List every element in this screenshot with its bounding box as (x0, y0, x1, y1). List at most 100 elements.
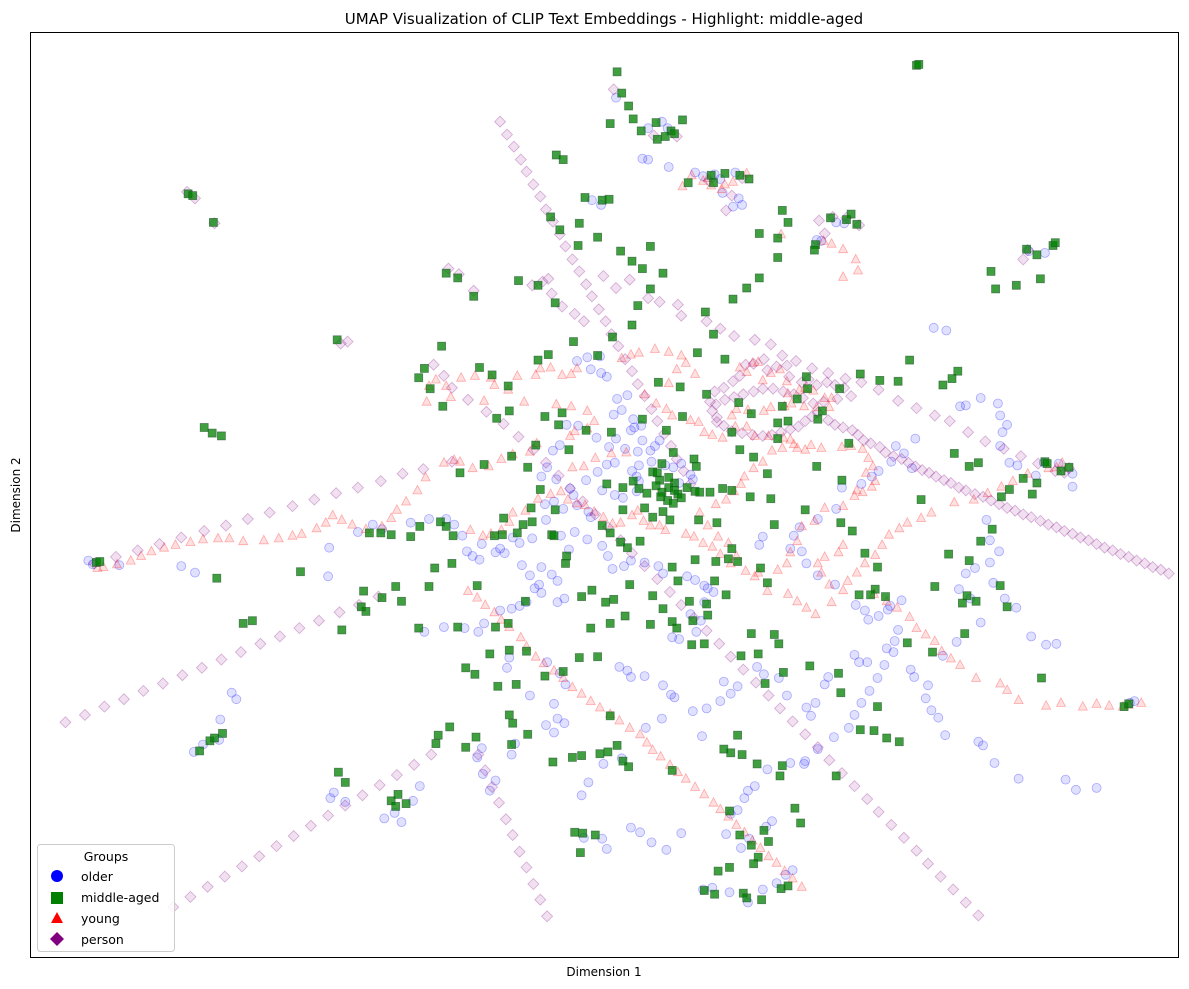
legend-marker-young (51, 912, 63, 923)
point-young-199 (1057, 456, 1068, 467)
point-middle-aged-217 (1056, 466, 1066, 476)
point-middle-aged-253 (635, 536, 645, 546)
point-middle-aged-143 (527, 517, 537, 527)
point-young-86 (699, 426, 710, 437)
point-older-201 (940, 730, 951, 741)
point-middle-aged-72 (720, 354, 730, 364)
point-young-132 (496, 453, 507, 463)
point-person-168 (566, 253, 579, 266)
point-older-234 (467, 551, 478, 561)
point-young-17 (734, 361, 745, 372)
point-person-185 (461, 393, 475, 406)
point-person-186 (480, 405, 493, 418)
point-older-78 (583, 506, 594, 517)
point-middle-aged-362 (578, 828, 588, 838)
point-older-142 (850, 600, 861, 610)
point-older-270 (477, 769, 488, 779)
point-older-183 (960, 568, 971, 579)
point-older-98 (626, 555, 636, 566)
point-middle-aged-342 (725, 863, 734, 872)
point-person-134 (1042, 518, 1055, 531)
point-person-256 (117, 693, 130, 706)
point-young-5 (727, 175, 739, 186)
point-middle-aged-336 (735, 830, 745, 840)
point-older-170 (995, 441, 1006, 451)
point-older-163 (955, 401, 965, 412)
point-young-20 (757, 374, 768, 385)
point-middle-aged-328 (577, 751, 586, 760)
point-older-153 (831, 503, 842, 514)
point-middle-aged-131 (479, 460, 489, 469)
point-young-108 (530, 369, 541, 379)
point-middle-aged-79 (437, 341, 447, 351)
point-middle-aged-147 (448, 531, 458, 541)
point-middle-aged-189 (756, 563, 765, 573)
point-person-281 (253, 850, 266, 863)
point-middle-aged-218 (1064, 462, 1074, 472)
point-young-104 (571, 362, 583, 373)
point-middle-aged-272 (212, 573, 222, 583)
point-young-190 (926, 506, 937, 517)
point-person-163 (599, 315, 612, 328)
point-middle-aged-10 (605, 119, 615, 128)
point-older-118 (666, 689, 676, 700)
point-middle-aged-63 (658, 268, 668, 278)
point-person-43 (839, 372, 852, 385)
point-middle-aged-173 (586, 623, 596, 633)
point-young-250 (170, 539, 181, 549)
point-older-250 (479, 618, 490, 629)
point-person-149 (1162, 567, 1175, 580)
point-person-270 (541, 910, 554, 923)
point-middle-aged-133 (492, 413, 502, 423)
point-older-156 (866, 471, 877, 482)
point-middle-aged-17 (706, 170, 716, 180)
point-young-47 (800, 443, 811, 454)
point-middle-aged-369 (733, 730, 742, 740)
point-middle-aged-356 (340, 778, 350, 787)
point-older-264 (541, 720, 551, 730)
point-older-56 (646, 456, 657, 467)
point-young-12 (837, 243, 849, 254)
point-person-204 (713, 637, 726, 650)
point-person-237 (198, 524, 211, 538)
point-middle-aged-290 (601, 597, 610, 607)
point-young-2 (697, 174, 709, 185)
point-person-144 (1122, 550, 1135, 563)
point-middle-aged-303 (834, 668, 843, 678)
point-person-212 (811, 741, 824, 754)
point-middle-aged-128 (531, 440, 541, 450)
point-middle-aged-96 (668, 448, 678, 457)
point-person-230 (351, 481, 364, 494)
point-middle-aged-337 (746, 840, 756, 850)
point-middle-aged-62 (646, 284, 655, 294)
point-middle-aged-248 (634, 484, 644, 493)
point-middle-aged-98 (657, 459, 667, 469)
point-older-193 (951, 637, 962, 647)
point-middle-aged-142 (489, 531, 499, 541)
point-person-117 (909, 460, 922, 473)
point-older-81 (549, 496, 559, 507)
point-middle-aged-164 (485, 649, 495, 659)
legend-label-young: young (81, 911, 120, 926)
point-older-222 (323, 571, 334, 582)
point-older-42 (620, 443, 630, 454)
point-middle-aged-78 (533, 355, 543, 365)
point-young-148 (507, 506, 518, 517)
point-young-144 (477, 529, 489, 540)
point-older-159 (907, 463, 917, 474)
point-middle-aged-332 (624, 762, 633, 772)
point-older-305 (743, 785, 753, 796)
point-middle-aged-213 (1027, 489, 1037, 499)
point-person-261 (479, 764, 492, 777)
point-middle-aged-315 (1124, 699, 1134, 709)
point-middle-aged-31 (573, 241, 583, 250)
point-person-251 (215, 653, 228, 666)
point-young-107 (535, 362, 546, 373)
point-person-139 (1082, 534, 1095, 547)
point-middle-aged-310 (902, 638, 912, 648)
point-middle-aged-64 (701, 307, 710, 317)
point-young-109 (512, 369, 523, 380)
point-person-118 (916, 464, 929, 477)
point-young-52 (857, 442, 868, 453)
point-middle-aged-59 (533, 280, 543, 290)
